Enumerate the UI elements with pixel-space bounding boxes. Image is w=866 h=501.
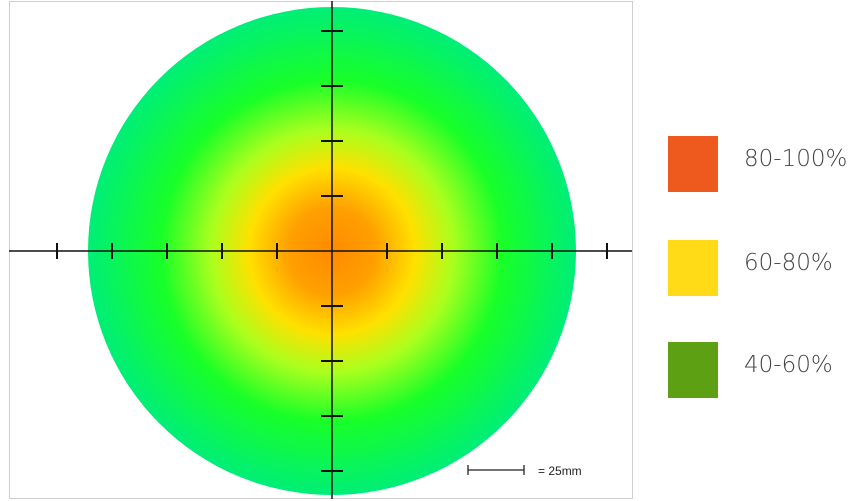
legend-label: 60-80% xyxy=(744,250,833,276)
legend-swatch xyxy=(668,136,718,192)
legend-label: 40-60% xyxy=(744,352,833,378)
legend-label: 80-100% xyxy=(744,146,848,172)
legend-swatch xyxy=(668,342,718,398)
legend-item-40-60: 40-60% xyxy=(668,342,866,398)
y-axis-ticks xyxy=(321,30,343,472)
legend-swatch xyxy=(668,240,718,296)
legend-item-60-80: 60-80% xyxy=(668,240,866,296)
scale-bar: = 25mm xyxy=(467,464,582,478)
legend-item-80-100: 80-100% xyxy=(668,136,866,192)
scale-bar-label: = 25mm xyxy=(538,464,582,478)
x-axis-ticks xyxy=(56,243,608,259)
